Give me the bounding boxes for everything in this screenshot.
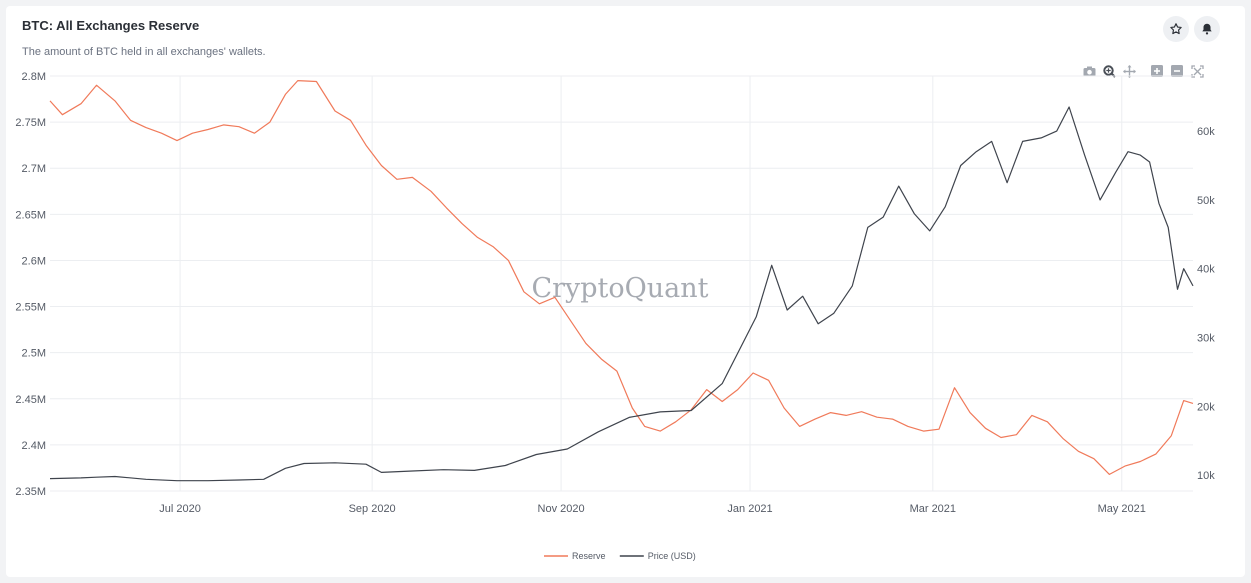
x-tick-label: Sep 2020 — [349, 503, 396, 515]
y-gridlines — [50, 75, 1193, 492]
y-left-tick-label: 2.45M — [15, 394, 46, 406]
legend: Reserve Price (USD) — [544, 551, 696, 561]
chart-modebar — [1082, 64, 1204, 78]
x-gridlines — [179, 76, 1123, 491]
y-right-tick-label: 50k — [1197, 195, 1215, 207]
chart-title: BTC: All Exchanges Reserve — [22, 18, 200, 33]
zoom-out-icon[interactable] — [1170, 64, 1184, 78]
y-left-tick-label: 2.7M — [22, 163, 46, 175]
y-right-tick-label: 30k — [1197, 333, 1215, 345]
y-right-tick-label: 20k — [1197, 401, 1215, 413]
y-left-tick-label: 2.65M — [15, 209, 46, 221]
y-right-tick-labels: 10k 20k 30k 40k 50k 60k — [1197, 126, 1215, 482]
x-tick-label: Jul 2020 — [159, 503, 201, 515]
star-icon — [1170, 23, 1182, 35]
y-left-tick-label: 2.75M — [15, 117, 46, 129]
legend-label: Price (USD) — [648, 551, 696, 561]
reserve-series-line[interactable] — [49, 80, 1194, 475]
autoscale-icon[interactable] — [1190, 64, 1204, 78]
series-lines — [49, 80, 1194, 482]
alert-button[interactable] — [1194, 16, 1220, 42]
y-left-tick-labels: 2.35M 2.4M 2.45M 2.5M 2.55M 2.6M 2.65M 2.7M 2.75… — [15, 71, 46, 498]
y-left-tick-label: 2.8M — [22, 71, 46, 83]
camera-icon[interactable] — [1082, 64, 1096, 78]
bell-icon — [1202, 23, 1212, 35]
x-tick-label: May 2021 — [1098, 503, 1146, 515]
legend-label: Reserve — [572, 551, 606, 561]
chart-subtitle: The amount of BTC held in all exchanges'… — [22, 46, 266, 58]
favorite-button[interactable] — [1163, 16, 1189, 42]
y-right-tick-label: 40k — [1197, 264, 1215, 276]
price-series-line[interactable] — [49, 106, 1194, 482]
y-right-tick-label: 60k — [1197, 126, 1215, 138]
y-left-tick-label: 2.5M — [22, 348, 46, 360]
y-left-tick-label: 2.55M — [15, 302, 46, 314]
x-tick-label: Jan 2021 — [727, 503, 772, 515]
y-left-tick-label: 2.4M — [22, 440, 46, 452]
y-left-tick-label: 2.6M — [22, 255, 46, 267]
watermark-text: CryptoQuant — [531, 273, 708, 304]
pan-icon[interactable] — [1122, 64, 1136, 78]
x-tick-label: Nov 2020 — [538, 503, 585, 515]
x-tick-labels: Jul 2020 Sep 2020 Nov 2020 Jan 2021 Mar 2021… — [159, 503, 1146, 515]
zoom-icon[interactable] — [1102, 64, 1116, 78]
zoom-in-icon[interactable] — [1150, 64, 1164, 78]
legend-item[interactable]: Reserve — [544, 551, 606, 561]
y-left-tick-label: 2.35M — [15, 486, 46, 498]
x-tick-label: Mar 2021 — [910, 503, 956, 515]
y-right-tick-label: 10k — [1197, 470, 1215, 482]
legend-item[interactable]: Price (USD) — [619, 551, 696, 561]
chart-card: BTC: All Exchanges Reserve The amount of… — [6, 6, 1245, 577]
